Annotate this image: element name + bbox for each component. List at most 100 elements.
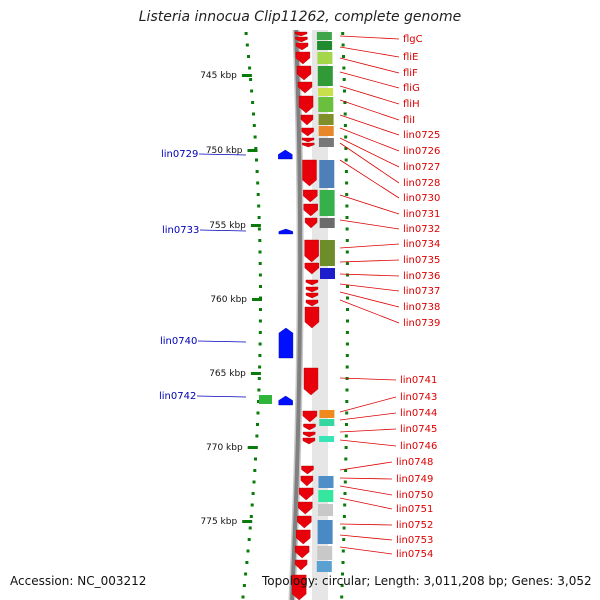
outer-guide-dot (344, 147, 348, 150)
scale-dot (257, 400, 260, 403)
right-gene-label: lin0727 (403, 162, 440, 173)
outer-guide-dot (345, 342, 349, 346)
reverse-gene-arrow (278, 395, 293, 406)
cog-feature-block (319, 190, 335, 216)
left-gene-label: lin0729 (161, 149, 198, 160)
right-label-leader (339, 243, 400, 249)
right-label-leader (339, 534, 393, 541)
cog-feature-block (318, 88, 334, 96)
outer-guide-dot (345, 181, 349, 185)
right-label-leader (339, 159, 400, 199)
cog-feature-block (317, 520, 333, 544)
scale-dot (259, 308, 262, 311)
outer-guide-dot (344, 434, 348, 438)
right-label-leader (339, 283, 400, 292)
forward-gene-arrow (305, 286, 319, 293)
outer-guide-dot (346, 273, 349, 277)
left-label-leader (196, 395, 247, 398)
right-gene-label: lin0741 (400, 375, 437, 386)
scale-dot (257, 227, 261, 231)
forward-gene-arrow (296, 529, 311, 545)
outer-guide-dot (345, 365, 349, 369)
scale-dot (241, 595, 245, 599)
right-label-leader (339, 46, 400, 58)
right-gene-label: lin0746 (400, 441, 437, 452)
right-label-leader (339, 273, 400, 277)
right-label-leader (339, 137, 400, 168)
outer-guide-dot (346, 285, 349, 288)
cog-feature-block (317, 546, 333, 560)
right-label-leader (339, 219, 400, 230)
right-label-leader (339, 259, 400, 263)
forward-gene-arrow (291, 574, 307, 600)
right-gene-label: lin0751 (396, 504, 433, 515)
forward-gene-arrow (301, 127, 314, 137)
scale-dot (251, 492, 255, 495)
outer-guide-dot (346, 308, 349, 311)
right-gene-label: lin0732 (403, 224, 440, 235)
outer-guide-dot (343, 492, 347, 495)
scale-dot (258, 273, 262, 277)
scale-dot (245, 561, 249, 564)
scale-tick (250, 224, 261, 227)
right-gene-label: fliE (403, 52, 418, 63)
scale-tick (247, 149, 258, 152)
scale-dot (254, 457, 257, 461)
scale-tick-label: 765 kbp (209, 369, 246, 379)
right-label-leader (339, 477, 393, 480)
forward-gene-arrow (304, 262, 320, 275)
gene-track (259, 31, 320, 600)
forward-gene-arrow (305, 292, 319, 299)
scale-dot (253, 469, 257, 472)
scale-dot (257, 388, 261, 392)
cog-feature-block (316, 561, 332, 572)
right-gene-label: fliH (403, 99, 420, 110)
cog-feature-block (318, 504, 333, 516)
outer-guide-dot (345, 204, 349, 208)
right-gene-label: fliF (403, 68, 418, 79)
right-gene-label: lin0734 (403, 239, 440, 250)
cog-feature-block (319, 240, 335, 266)
cog-feature-block (318, 138, 334, 147)
outer-guide-dot (341, 549, 345, 553)
scale-dot (247, 55, 250, 58)
left-gene-label: lin0742 (159, 391, 196, 402)
forward-gene-arrow (302, 159, 317, 187)
outer-guide-dot (345, 423, 348, 426)
right-gene-label: fliI (403, 115, 415, 126)
right-gene-label: lin0739 (403, 318, 440, 329)
cog-feature-block (318, 126, 334, 136)
scale-tick-label: 760 kbp (210, 295, 247, 305)
scale-dot (252, 112, 255, 116)
right-gene-label: lin0750 (396, 490, 433, 501)
scale-dot (247, 538, 251, 541)
outer-guide-dot (344, 170, 348, 173)
cog-feature-block (318, 97, 334, 112)
scale-dot (248, 66, 252, 70)
forward-gene-arrow (302, 410, 318, 423)
scale-dot (244, 572, 248, 576)
forward-gene-arrow (297, 81, 313, 94)
outer-guide-dot (345, 262, 349, 265)
cog-feature-block (319, 419, 335, 426)
scale-tick-label: 770 kbp (206, 443, 243, 453)
scale-tick (250, 372, 261, 375)
scale-dot (244, 32, 248, 35)
right-gene-label: lin0726 (403, 146, 440, 157)
right-gene-label: lin0754 (396, 549, 433, 560)
right-gene-label: lin0730 (403, 193, 440, 204)
outer-guide-dot (344, 457, 348, 461)
forward-gene-arrow (295, 42, 309, 51)
scale-dot (258, 365, 262, 369)
right-gene-label: flgC (403, 34, 423, 45)
right-label-leader (339, 485, 393, 496)
scale-dot (252, 480, 256, 484)
forward-gene-arrow (300, 114, 314, 126)
scale-dot (258, 331, 262, 334)
outer-guide-dot (340, 584, 344, 587)
right-gene-label: lin0735 (403, 255, 440, 266)
scale-ruler: 745 kbp 750 kbp 755 kbp 760 kbp 765 kbp 770 k… (200, 32, 349, 599)
outer-guide-dot (345, 331, 349, 334)
scale-dot (252, 124, 256, 127)
outer-guide-dot (345, 411, 349, 415)
